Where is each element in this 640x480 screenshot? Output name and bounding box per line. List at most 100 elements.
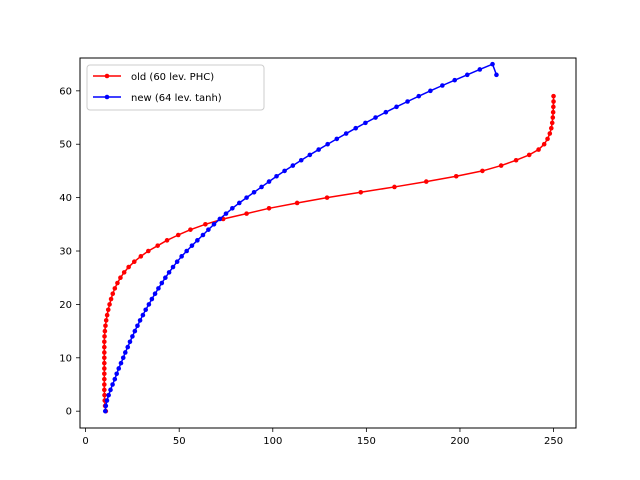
data-point xyxy=(152,291,158,297)
data-point xyxy=(127,339,133,345)
data-point xyxy=(549,120,555,126)
data-point xyxy=(116,366,122,371)
data-point xyxy=(102,408,108,414)
data-point xyxy=(120,355,126,361)
data-point xyxy=(112,286,118,291)
y-tick-label: 20 xyxy=(59,300,72,311)
series-layer xyxy=(102,61,556,414)
data-point xyxy=(550,115,556,120)
data-point xyxy=(405,99,410,104)
data-point xyxy=(353,125,359,131)
series-1 xyxy=(102,93,556,414)
data-point xyxy=(536,147,541,152)
data-point xyxy=(140,312,146,318)
data-point xyxy=(103,318,109,323)
data-point xyxy=(102,350,107,355)
data-point xyxy=(550,109,556,115)
data-point xyxy=(548,125,554,131)
data-point xyxy=(102,387,107,393)
data-point xyxy=(170,264,176,270)
data-point xyxy=(206,227,211,232)
data-point xyxy=(174,259,180,264)
x-tick-label: 200 xyxy=(450,436,469,447)
data-point xyxy=(490,61,495,67)
data-point xyxy=(130,334,135,339)
data-point xyxy=(102,334,107,339)
data-point xyxy=(259,184,264,190)
data-point xyxy=(102,382,107,387)
data-point xyxy=(110,291,116,297)
data-point xyxy=(416,93,422,99)
data-point xyxy=(126,264,131,270)
data-point xyxy=(266,206,272,211)
data-point xyxy=(102,371,107,377)
data-point xyxy=(163,275,168,281)
data-point xyxy=(118,360,124,366)
data-point xyxy=(541,141,547,147)
data-point xyxy=(480,168,485,174)
x-tick-label: 50 xyxy=(173,436,186,447)
legend-box xyxy=(86,64,265,111)
data-point xyxy=(343,131,349,136)
data-point xyxy=(266,179,272,184)
data-point xyxy=(244,211,249,216)
data-point xyxy=(498,163,504,168)
data-point xyxy=(143,307,148,313)
data-point xyxy=(125,344,131,350)
data-point xyxy=(156,286,161,291)
data-point xyxy=(394,104,399,110)
data-point xyxy=(545,136,550,142)
data-point xyxy=(166,270,172,275)
data-point xyxy=(324,195,330,200)
data-point xyxy=(102,355,107,361)
data-point xyxy=(121,270,127,275)
data-point xyxy=(138,254,144,259)
data-point xyxy=(298,157,304,163)
data-point xyxy=(107,302,112,307)
data-point xyxy=(102,360,107,366)
data-point xyxy=(200,232,206,238)
data-point xyxy=(112,376,118,382)
data-point xyxy=(195,238,200,243)
data-point xyxy=(211,222,217,227)
data-point xyxy=(453,173,459,179)
legend-label: new (64 lev. tanh) xyxy=(131,93,222,104)
legend-swatch-marker xyxy=(104,73,110,79)
data-point xyxy=(137,318,143,323)
y-tick-label: 30 xyxy=(59,247,72,258)
data-point xyxy=(236,200,242,206)
data-point xyxy=(307,152,313,158)
data-point xyxy=(428,88,433,94)
x-tick-label: 0 xyxy=(82,436,88,447)
x-tick-label: 100 xyxy=(263,436,282,447)
data-point xyxy=(115,280,120,286)
data-point xyxy=(551,93,556,99)
data-point xyxy=(184,248,189,254)
x-axis: 0 50 100 150 200 250 xyxy=(82,428,563,447)
data-point xyxy=(452,77,458,83)
data-point xyxy=(363,120,368,126)
data-point xyxy=(105,307,111,313)
data-point xyxy=(159,280,165,286)
data-point xyxy=(274,173,279,179)
y-tick-label: 50 xyxy=(59,140,72,151)
data-point xyxy=(102,392,107,398)
data-point xyxy=(102,366,107,371)
data-point xyxy=(513,157,519,163)
data-point xyxy=(146,248,151,254)
data-point xyxy=(334,136,340,142)
data-point xyxy=(230,206,235,211)
data-point xyxy=(164,238,170,243)
data-point xyxy=(102,339,107,345)
data-point xyxy=(149,296,155,302)
data-point xyxy=(146,302,152,307)
data-point xyxy=(175,232,181,238)
x-tick-label: 150 xyxy=(357,436,376,447)
data-point xyxy=(179,254,184,259)
data-point xyxy=(526,152,532,158)
data-point xyxy=(118,275,123,281)
data-point xyxy=(251,189,257,195)
data-point xyxy=(131,259,137,264)
data-point xyxy=(103,323,108,329)
